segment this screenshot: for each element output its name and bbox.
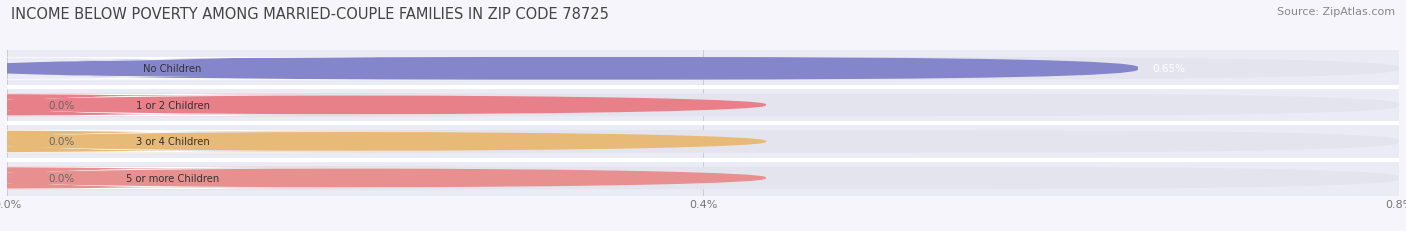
Text: INCOME BELOW POVERTY AMONG MARRIED-COUPLE FAMILIES IN ZIP CODE 78725: INCOME BELOW POVERTY AMONG MARRIED-COUPL…: [11, 7, 609, 22]
Text: 0.65%: 0.65%: [1152, 64, 1185, 74]
FancyBboxPatch shape: [7, 58, 1137, 80]
FancyBboxPatch shape: [7, 131, 1399, 153]
Circle shape: [0, 170, 765, 187]
Circle shape: [0, 61, 765, 78]
FancyBboxPatch shape: [7, 167, 1399, 189]
Text: 5 or more Children: 5 or more Children: [127, 173, 219, 183]
Text: Source: ZipAtlas.com: Source: ZipAtlas.com: [1277, 7, 1395, 17]
FancyBboxPatch shape: [0, 167, 492, 189]
Text: 3 or 4 Children: 3 or 4 Children: [136, 137, 209, 147]
Text: 0.0%: 0.0%: [49, 100, 75, 110]
FancyBboxPatch shape: [0, 131, 492, 153]
FancyBboxPatch shape: [7, 51, 1399, 87]
Text: 0.0%: 0.0%: [49, 137, 75, 147]
FancyBboxPatch shape: [0, 94, 492, 117]
Text: No Children: No Children: [143, 64, 202, 74]
FancyBboxPatch shape: [0, 131, 492, 153]
FancyBboxPatch shape: [0, 94, 492, 117]
FancyBboxPatch shape: [7, 87, 1399, 124]
Text: 0.0%: 0.0%: [49, 173, 75, 183]
Circle shape: [0, 97, 765, 114]
FancyBboxPatch shape: [7, 124, 1399, 160]
FancyBboxPatch shape: [7, 94, 1399, 117]
FancyBboxPatch shape: [0, 167, 492, 189]
FancyBboxPatch shape: [7, 58, 1399, 80]
FancyBboxPatch shape: [7, 160, 1399, 196]
Circle shape: [0, 133, 765, 150]
Text: 1 or 2 Children: 1 or 2 Children: [135, 100, 209, 110]
FancyBboxPatch shape: [0, 58, 492, 80]
